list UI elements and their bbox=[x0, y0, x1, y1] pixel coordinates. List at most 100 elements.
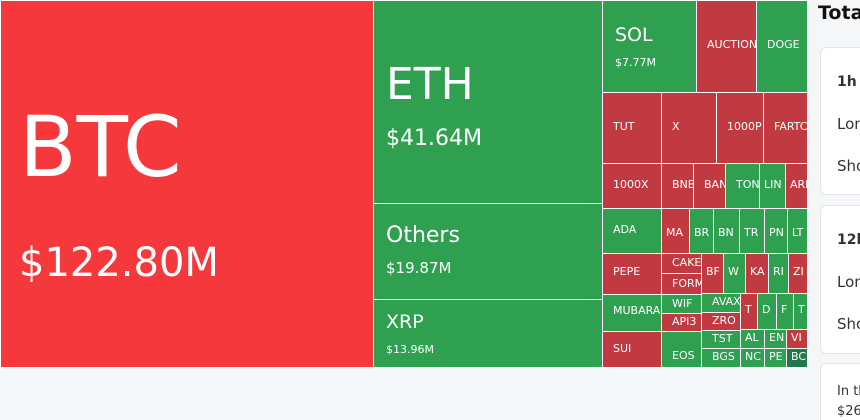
tile-label: TUT bbox=[613, 120, 635, 133]
tile-value: $19.87M bbox=[386, 259, 452, 277]
panel-title: Tota bbox=[818, 2, 860, 24]
tile-label: FARTC bbox=[774, 120, 808, 133]
tile: KA bbox=[745, 253, 769, 294]
tile: DOGE bbox=[756, 0, 808, 93]
tile-label: BN bbox=[718, 226, 734, 239]
tile-label: TR bbox=[744, 226, 759, 239]
tile: BF bbox=[701, 253, 724, 294]
tile-value: $41.64M bbox=[386, 126, 482, 151]
tile: PEPE bbox=[602, 253, 663, 295]
tile: LT bbox=[787, 208, 808, 254]
tile-label: ARB bbox=[790, 178, 807, 191]
tile-label: LT bbox=[792, 226, 804, 239]
tile: SUI bbox=[602, 331, 663, 368]
tile-label: AL bbox=[745, 331, 759, 344]
tile: ZRO bbox=[701, 312, 741, 331]
tile-label: NC bbox=[745, 350, 761, 363]
card: In th $26 bbox=[820, 363, 860, 420]
tile: AL bbox=[740, 329, 765, 349]
tile-label: BF bbox=[706, 265, 720, 278]
tile: EOS bbox=[661, 331, 702, 368]
tile: SOL $7.77M bbox=[602, 0, 697, 93]
tile: 1000P bbox=[716, 92, 764, 164]
tile-label: D bbox=[762, 303, 771, 316]
tile: Others $19.87M bbox=[373, 203, 603, 300]
tile-label: 1000X bbox=[613, 178, 649, 191]
tile: 1000X bbox=[602, 163, 663, 209]
tile-label: DOGE bbox=[767, 38, 800, 51]
tile-value: $7.77M bbox=[615, 56, 656, 69]
tile: BR bbox=[689, 208, 714, 254]
card-heading: In th bbox=[837, 384, 860, 399]
tile: EN bbox=[764, 329, 787, 349]
tile: FORM bbox=[661, 273, 702, 295]
tile-label: AVAX bbox=[712, 295, 741, 308]
tile-value: $122.80M bbox=[19, 240, 219, 286]
tile-label: PN bbox=[769, 226, 784, 239]
tile: NC bbox=[740, 348, 765, 368]
card-row: Lon bbox=[837, 273, 860, 291]
tile-label: BTC bbox=[19, 98, 182, 196]
tile: ARB bbox=[785, 163, 808, 209]
tile: AUCTION bbox=[696, 0, 757, 93]
tile-label: EOS bbox=[672, 349, 695, 362]
tile-label: RI bbox=[773, 265, 784, 278]
tile: BC bbox=[786, 348, 808, 368]
tile-label: BGS bbox=[712, 350, 735, 363]
side-panel: Tota 1h Lon Sho 12h Lon Sho In th $26 bbox=[808, 0, 860, 420]
tile: RI bbox=[768, 253, 789, 294]
tile-label: PEPE bbox=[613, 265, 641, 278]
tile-label: LIN bbox=[764, 178, 782, 191]
tile: BNB bbox=[661, 163, 694, 209]
tile: AVAX bbox=[701, 293, 741, 313]
tile-label: BNB bbox=[672, 178, 694, 191]
tile: TUT bbox=[602, 92, 662, 164]
tile: X bbox=[661, 92, 717, 164]
tile: BAN bbox=[693, 163, 726, 209]
tile: MUBARA bbox=[602, 294, 663, 332]
tile: API3 bbox=[661, 313, 702, 332]
tile-label: BAN bbox=[704, 178, 726, 191]
tile: W bbox=[723, 253, 746, 294]
tile: VI bbox=[786, 329, 808, 349]
tile-label: KA bbox=[750, 265, 765, 278]
tile: ADA bbox=[602, 208, 663, 254]
tile: T bbox=[793, 293, 808, 330]
tile-label: TST bbox=[712, 332, 733, 345]
tile-label: FORM bbox=[672, 277, 702, 290]
tile-label: T bbox=[745, 303, 752, 316]
tile-label: AUCTION bbox=[707, 38, 757, 51]
tile: LIN bbox=[759, 163, 786, 209]
tile-label: T bbox=[798, 303, 805, 316]
tile: MA bbox=[661, 208, 690, 254]
tile: BN bbox=[713, 208, 740, 254]
tile-label: CAKE bbox=[672, 256, 702, 269]
tile-label: F bbox=[781, 303, 788, 316]
card-heading: 12h bbox=[837, 232, 860, 248]
tile-label: TON bbox=[736, 178, 760, 191]
tile: T bbox=[740, 293, 758, 330]
tile-label: Others bbox=[386, 223, 460, 248]
tile-label: SOL bbox=[615, 24, 653, 46]
tile: BGS bbox=[701, 348, 741, 368]
treemap: BTC $122.80M ETH $41.64M Others $19.87M XRP $13… bbox=[0, 0, 808, 368]
tile: PN bbox=[764, 208, 788, 254]
tile: PE bbox=[764, 348, 787, 368]
tile: CAKE bbox=[661, 253, 702, 274]
tile-label: SUI bbox=[613, 342, 632, 355]
tile: WIF bbox=[661, 294, 702, 314]
tile-label: MUBARA bbox=[613, 304, 661, 317]
tile: F bbox=[776, 293, 794, 330]
tile: XRP $13.96M bbox=[373, 299, 603, 368]
card-row: $26 bbox=[837, 404, 860, 419]
tile-label: 1000P bbox=[727, 120, 762, 133]
card-row: Sho bbox=[837, 157, 860, 175]
tile: TON bbox=[725, 163, 760, 209]
tile: FARTC bbox=[763, 92, 808, 164]
tile-label: XRP bbox=[386, 311, 424, 333]
tile-label: ZI bbox=[793, 265, 804, 278]
tile-label: BC bbox=[791, 350, 807, 363]
tile: TST bbox=[701, 330, 741, 349]
tile-label: X bbox=[672, 120, 680, 133]
